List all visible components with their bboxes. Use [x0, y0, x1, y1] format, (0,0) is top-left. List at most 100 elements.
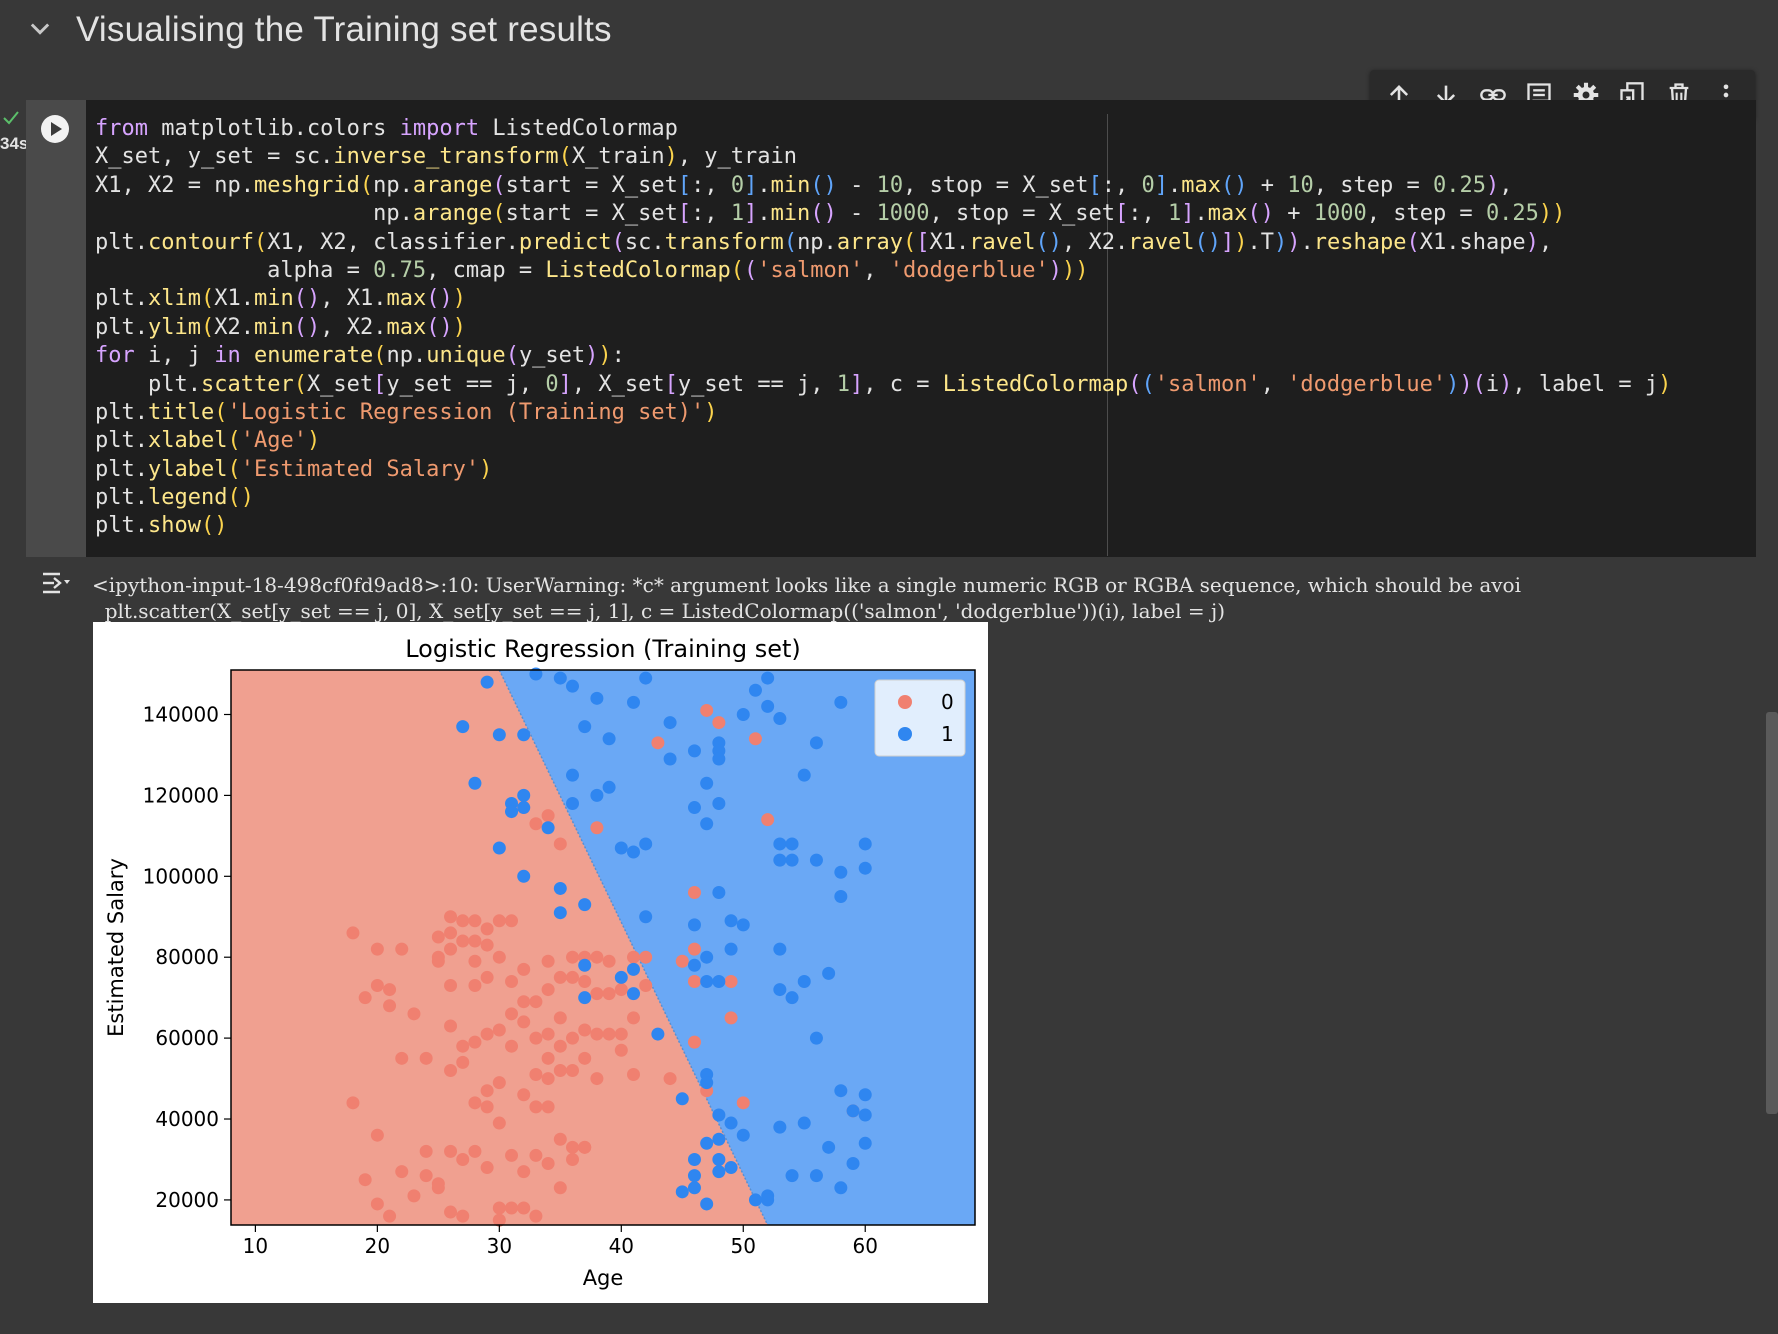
data-point-class-0: [370, 979, 384, 993]
data-point-class-1: [651, 1027, 665, 1041]
data-point-class-0: [663, 1072, 677, 1086]
data-point-class-0: [468, 914, 482, 928]
code-line[interactable]: plt.contourf(X1, X2, classifier.predict(…: [95, 229, 1553, 255]
data-point-class-0: [492, 1201, 506, 1215]
data-point-class-1: [578, 720, 592, 734]
code-line[interactable]: plt.legend(): [95, 485, 254, 511]
chevron-down-icon[interactable]: [26, 14, 54, 42]
data-point-class-1: [505, 805, 519, 819]
code-line[interactable]: for i, j in enumerate(np.unique(y_set)):: [95, 343, 625, 369]
data-point-class-1: [712, 1108, 726, 1122]
data-point-class-1: [541, 821, 555, 835]
data-point-class-1: [456, 720, 470, 734]
data-point-class-1: [700, 950, 714, 964]
data-point-class-0: [553, 1132, 567, 1146]
data-point-class-0: [431, 930, 445, 944]
code-content[interactable]: from matplotlib.colors import ListedColo…: [95, 115, 1671, 541]
data-point-class-0: [724, 1011, 738, 1025]
data-point-class-0: [395, 1051, 409, 1065]
data-point-class-1: [785, 837, 799, 851]
y-tick-label: 40000: [155, 1107, 219, 1131]
data-point-class-0: [407, 1189, 421, 1203]
data-point-class-0: [480, 970, 494, 984]
x-tick-label: 30: [487, 1234, 512, 1258]
section-title: Visualising the Training set results: [76, 10, 612, 49]
data-point-class-1: [675, 1092, 689, 1106]
y-axis-label: Estimated Salary: [104, 858, 128, 1037]
data-point-class-0: [541, 1157, 555, 1171]
data-point-class-0: [578, 974, 592, 988]
data-point-class-0: [541, 1027, 555, 1041]
data-point-class-0: [468, 1144, 482, 1158]
data-point-class-1: [663, 752, 677, 766]
data-point-class-1: [517, 788, 531, 802]
data-point-class-0: [383, 1209, 397, 1223]
code-line[interactable]: plt.show(): [95, 513, 228, 539]
data-point-class-1: [712, 1132, 726, 1146]
code-line[interactable]: plt.xlim(X1.min(), X1.max()): [95, 286, 466, 312]
data-point-class-0: [492, 1076, 506, 1090]
data-point-class-1: [712, 885, 726, 899]
data-point-class-1: [480, 675, 494, 689]
data-point-class-1: [785, 1169, 799, 1183]
data-point-class-1: [809, 736, 823, 750]
data-point-class-1: [773, 712, 787, 726]
data-point-class-0: [529, 817, 543, 831]
data-point-class-0: [505, 1148, 519, 1162]
code-line[interactable]: X_set, y_set = sc.inverse_transform(X_tr…: [95, 144, 798, 170]
data-point-class-1: [578, 958, 592, 972]
data-point-class-0: [431, 1177, 445, 1191]
data-point-class-1: [761, 699, 775, 713]
data-point-class-0: [541, 1100, 555, 1114]
data-point-class-0: [431, 954, 445, 968]
scrollbar[interactable]: [1766, 712, 1778, 1114]
code-line[interactable]: alpha = 0.75, cmap = ListedColormap(('sa…: [95, 257, 1089, 283]
data-point-class-1: [834, 1181, 848, 1195]
data-point-class-0: [468, 934, 482, 948]
data-point-class-0: [639, 950, 653, 964]
data-point-class-1: [834, 695, 848, 709]
data-point-class-1: [578, 898, 592, 912]
code-line[interactable]: plt.ylim(X2.min(), X2.max()): [95, 314, 466, 340]
data-point-class-1: [858, 1136, 872, 1150]
data-point-class-1: [797, 974, 811, 988]
data-point-class-1: [626, 695, 640, 709]
data-point-class-1: [858, 1088, 872, 1102]
data-point-class-1: [846, 1157, 860, 1171]
data-point-class-0: [553, 1181, 567, 1195]
data-point-class-0: [602, 1027, 616, 1041]
output-toggle-icon[interactable]: [40, 568, 72, 598]
y-tick-label: 20000: [155, 1188, 219, 1212]
data-point-class-0: [529, 995, 543, 1009]
data-point-class-0: [456, 1055, 470, 1069]
decision-boundary: [498, 669, 769, 1226]
data-point-class-0: [444, 1019, 458, 1033]
data-point-class-1: [492, 841, 506, 855]
data-point-class-0: [553, 970, 567, 984]
data-point-class-0: [358, 991, 372, 1005]
execution-status: 34s: [0, 110, 28, 160]
code-line[interactable]: plt.scatter(X_set[y_set == j, 0], X_set[…: [95, 371, 1672, 397]
check-icon: [3, 111, 19, 125]
code-line[interactable]: plt.ylabel('Estimated Salary'): [95, 456, 493, 482]
code-editor[interactable]: [86, 100, 1756, 557]
code-line[interactable]: np.arange(start = X_set[:, 1].min() - 10…: [95, 201, 1566, 227]
code-line[interactable]: from matplotlib.colors import ListedColo…: [95, 116, 678, 141]
data-point-class-0: [748, 732, 762, 746]
plot-figure: 10 20 30 40 50 60 20000 40000 60000 80000 100000 12…: [93, 622, 988, 1303]
data-point-class-0: [358, 1173, 372, 1187]
code-line[interactable]: X1, X2 = np.meshgrid(np.arange(start = X…: [95, 172, 1513, 198]
data-point-class-1: [602, 780, 616, 794]
data-point-class-0: [444, 1205, 458, 1219]
data-point-class-1: [809, 853, 823, 867]
data-point-class-0: [566, 1063, 580, 1077]
code-ruler: [1107, 114, 1108, 556]
data-point-class-0: [700, 703, 714, 717]
run-cell-icon[interactable]: [40, 114, 70, 144]
code-line[interactable]: plt.title('Logistic Regression (Training…: [95, 399, 718, 425]
code-line[interactable]: plt.xlabel('Age'): [95, 428, 321, 454]
data-point-class-0: [566, 950, 580, 964]
data-point-class-1: [517, 869, 531, 883]
link-button[interactable]: [1475, 77, 1511, 113]
data-point-class-1: [602, 732, 616, 746]
